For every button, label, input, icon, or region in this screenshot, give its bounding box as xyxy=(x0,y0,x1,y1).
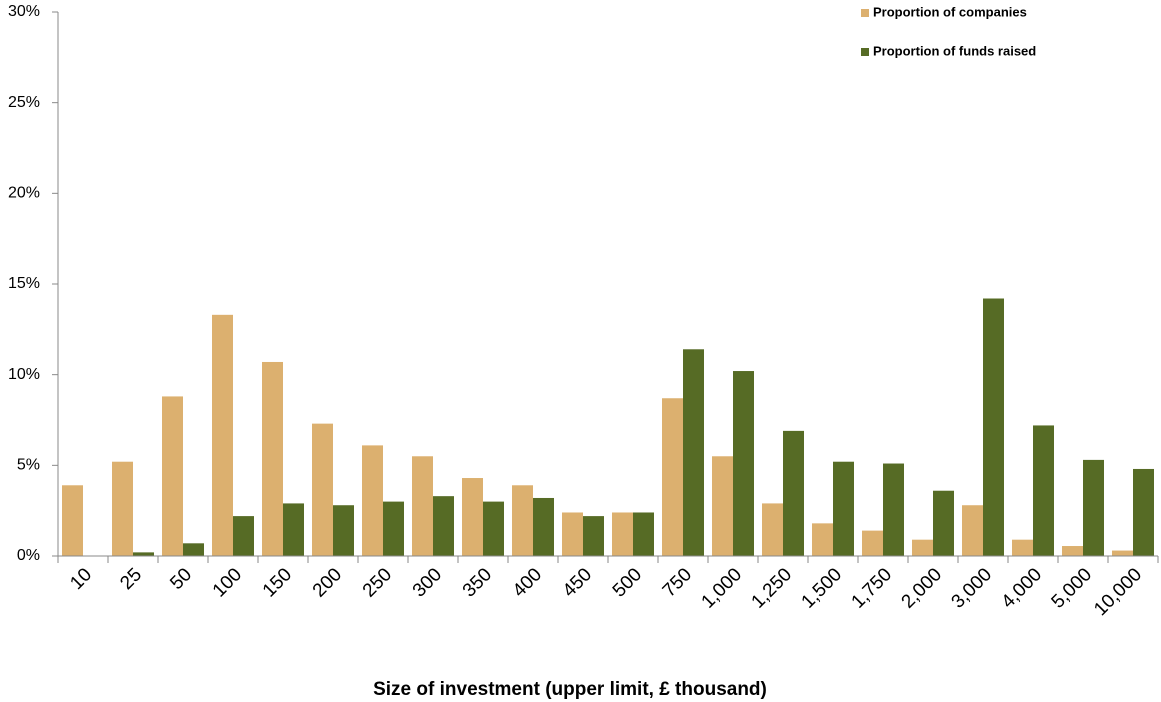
x-tick-label: 100 xyxy=(209,564,246,601)
bar xyxy=(1133,468,1154,556)
x-tick-label: 10 xyxy=(66,564,96,594)
bar xyxy=(212,314,233,556)
bar xyxy=(112,461,133,556)
bar xyxy=(1012,539,1033,556)
x-axis-title: Size of investment (upper limit, £ thous… xyxy=(373,679,767,700)
bar xyxy=(933,490,954,556)
bar xyxy=(833,461,854,556)
bar xyxy=(962,505,983,556)
bar xyxy=(183,543,204,556)
x-tick-label: 200 xyxy=(309,564,346,601)
x-tick-label: 25 xyxy=(116,564,146,594)
bar xyxy=(383,501,404,556)
x-tick-label: 1,500 xyxy=(798,564,846,612)
bar xyxy=(683,349,704,556)
y-tick-label: 25% xyxy=(8,94,40,111)
bar xyxy=(262,361,283,556)
x-tick-label: 4,000 xyxy=(998,564,1046,612)
bar xyxy=(1083,459,1104,556)
bar xyxy=(233,516,254,556)
bar xyxy=(1033,425,1054,556)
bar xyxy=(133,552,154,556)
y-tick-label: 10% xyxy=(8,366,40,383)
x-tick-label: 2,000 xyxy=(898,564,946,612)
bar xyxy=(333,505,354,556)
bar xyxy=(412,456,433,556)
bar xyxy=(662,398,683,556)
y-tick-label: 5% xyxy=(17,457,40,474)
bar xyxy=(433,496,454,556)
x-tick-label: 150 xyxy=(259,564,296,601)
bar xyxy=(862,530,883,556)
x-tick-label: 750 xyxy=(659,564,696,601)
x-tick-label: 1,750 xyxy=(848,564,896,612)
x-tick-label: 250 xyxy=(359,564,396,601)
y-tick-label: 0% xyxy=(17,547,40,564)
bar xyxy=(533,497,554,556)
bar xyxy=(762,503,783,556)
bar xyxy=(562,512,583,556)
y-tick-label: 15% xyxy=(8,275,40,292)
x-tick-label: 450 xyxy=(559,564,596,601)
legend-label: Proportion of funds raised xyxy=(873,43,1036,58)
bar xyxy=(512,485,533,556)
legend-swatch xyxy=(861,9,869,17)
x-tick-label: 350 xyxy=(459,564,496,601)
x-tick-label: 10,000 xyxy=(1090,564,1146,620)
legend-swatch xyxy=(861,48,869,56)
bar xyxy=(283,503,304,556)
x-tick-label: 500 xyxy=(609,564,646,601)
bar xyxy=(312,423,333,556)
bar xyxy=(362,445,383,556)
x-tick-label: 300 xyxy=(409,564,446,601)
x-tick-label: 1,250 xyxy=(748,564,796,612)
bar xyxy=(162,396,183,556)
bar xyxy=(462,478,483,556)
x-tick-label: 1,000 xyxy=(698,564,746,612)
legend-label: Proportion of companies xyxy=(873,4,1027,19)
bar xyxy=(62,485,83,556)
bar xyxy=(812,523,833,556)
bar xyxy=(1112,550,1133,556)
bar xyxy=(583,516,604,556)
bar xyxy=(483,501,504,556)
x-tick-label: 400 xyxy=(509,564,546,601)
x-tick-label: 5,000 xyxy=(1048,564,1096,612)
x-tick-label: 3,000 xyxy=(948,564,996,612)
bar xyxy=(1062,546,1083,556)
bar xyxy=(712,456,733,556)
bar xyxy=(733,371,754,556)
y-tick-label: 20% xyxy=(8,185,40,202)
bar xyxy=(783,430,804,556)
y-tick-label: 30% xyxy=(8,3,40,20)
bar xyxy=(912,539,933,556)
bar xyxy=(983,298,1004,556)
x-tick-label: 50 xyxy=(166,564,196,594)
bar xyxy=(633,512,654,556)
bar xyxy=(612,512,633,556)
bar xyxy=(883,463,904,556)
